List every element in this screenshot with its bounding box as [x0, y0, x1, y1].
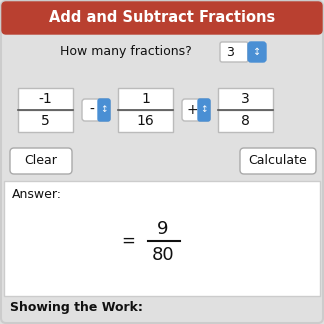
Bar — [4, 181, 320, 296]
Bar — [118, 88, 173, 110]
Text: 3: 3 — [226, 45, 234, 59]
Bar — [18, 110, 73, 132]
Text: Calculate: Calculate — [249, 155, 307, 168]
Text: -1: -1 — [39, 92, 52, 106]
FancyBboxPatch shape — [82, 99, 110, 121]
FancyBboxPatch shape — [98, 99, 110, 121]
Bar — [118, 110, 173, 132]
Bar — [218, 88, 273, 110]
FancyBboxPatch shape — [10, 148, 72, 174]
FancyBboxPatch shape — [182, 99, 210, 121]
Text: How many fractions?: How many fractions? — [60, 45, 192, 59]
Text: 3: 3 — [241, 92, 250, 106]
Text: -: - — [89, 103, 94, 117]
Text: 16: 16 — [137, 114, 154, 128]
Bar — [18, 88, 73, 110]
FancyBboxPatch shape — [198, 99, 210, 121]
Text: =: = — [121, 232, 135, 250]
Bar — [218, 110, 273, 132]
Text: 1: 1 — [141, 92, 150, 106]
FancyBboxPatch shape — [2, 2, 322, 34]
Text: 80: 80 — [152, 246, 174, 264]
Text: 8: 8 — [241, 114, 250, 128]
Text: Showing the Work:: Showing the Work: — [10, 302, 143, 315]
FancyBboxPatch shape — [220, 42, 248, 62]
Text: ↕: ↕ — [253, 47, 261, 57]
FancyBboxPatch shape — [248, 42, 266, 62]
Text: Add and Subtract Fractions: Add and Subtract Fractions — [49, 10, 275, 26]
FancyBboxPatch shape — [240, 148, 316, 174]
Text: Answer:: Answer: — [12, 188, 62, 201]
Text: Clear: Clear — [25, 155, 57, 168]
Text: 9: 9 — [157, 220, 169, 238]
Text: 5: 5 — [41, 114, 50, 128]
Text: ↕: ↕ — [100, 106, 108, 114]
Text: ↕: ↕ — [200, 106, 208, 114]
Text: +: + — [186, 103, 198, 117]
